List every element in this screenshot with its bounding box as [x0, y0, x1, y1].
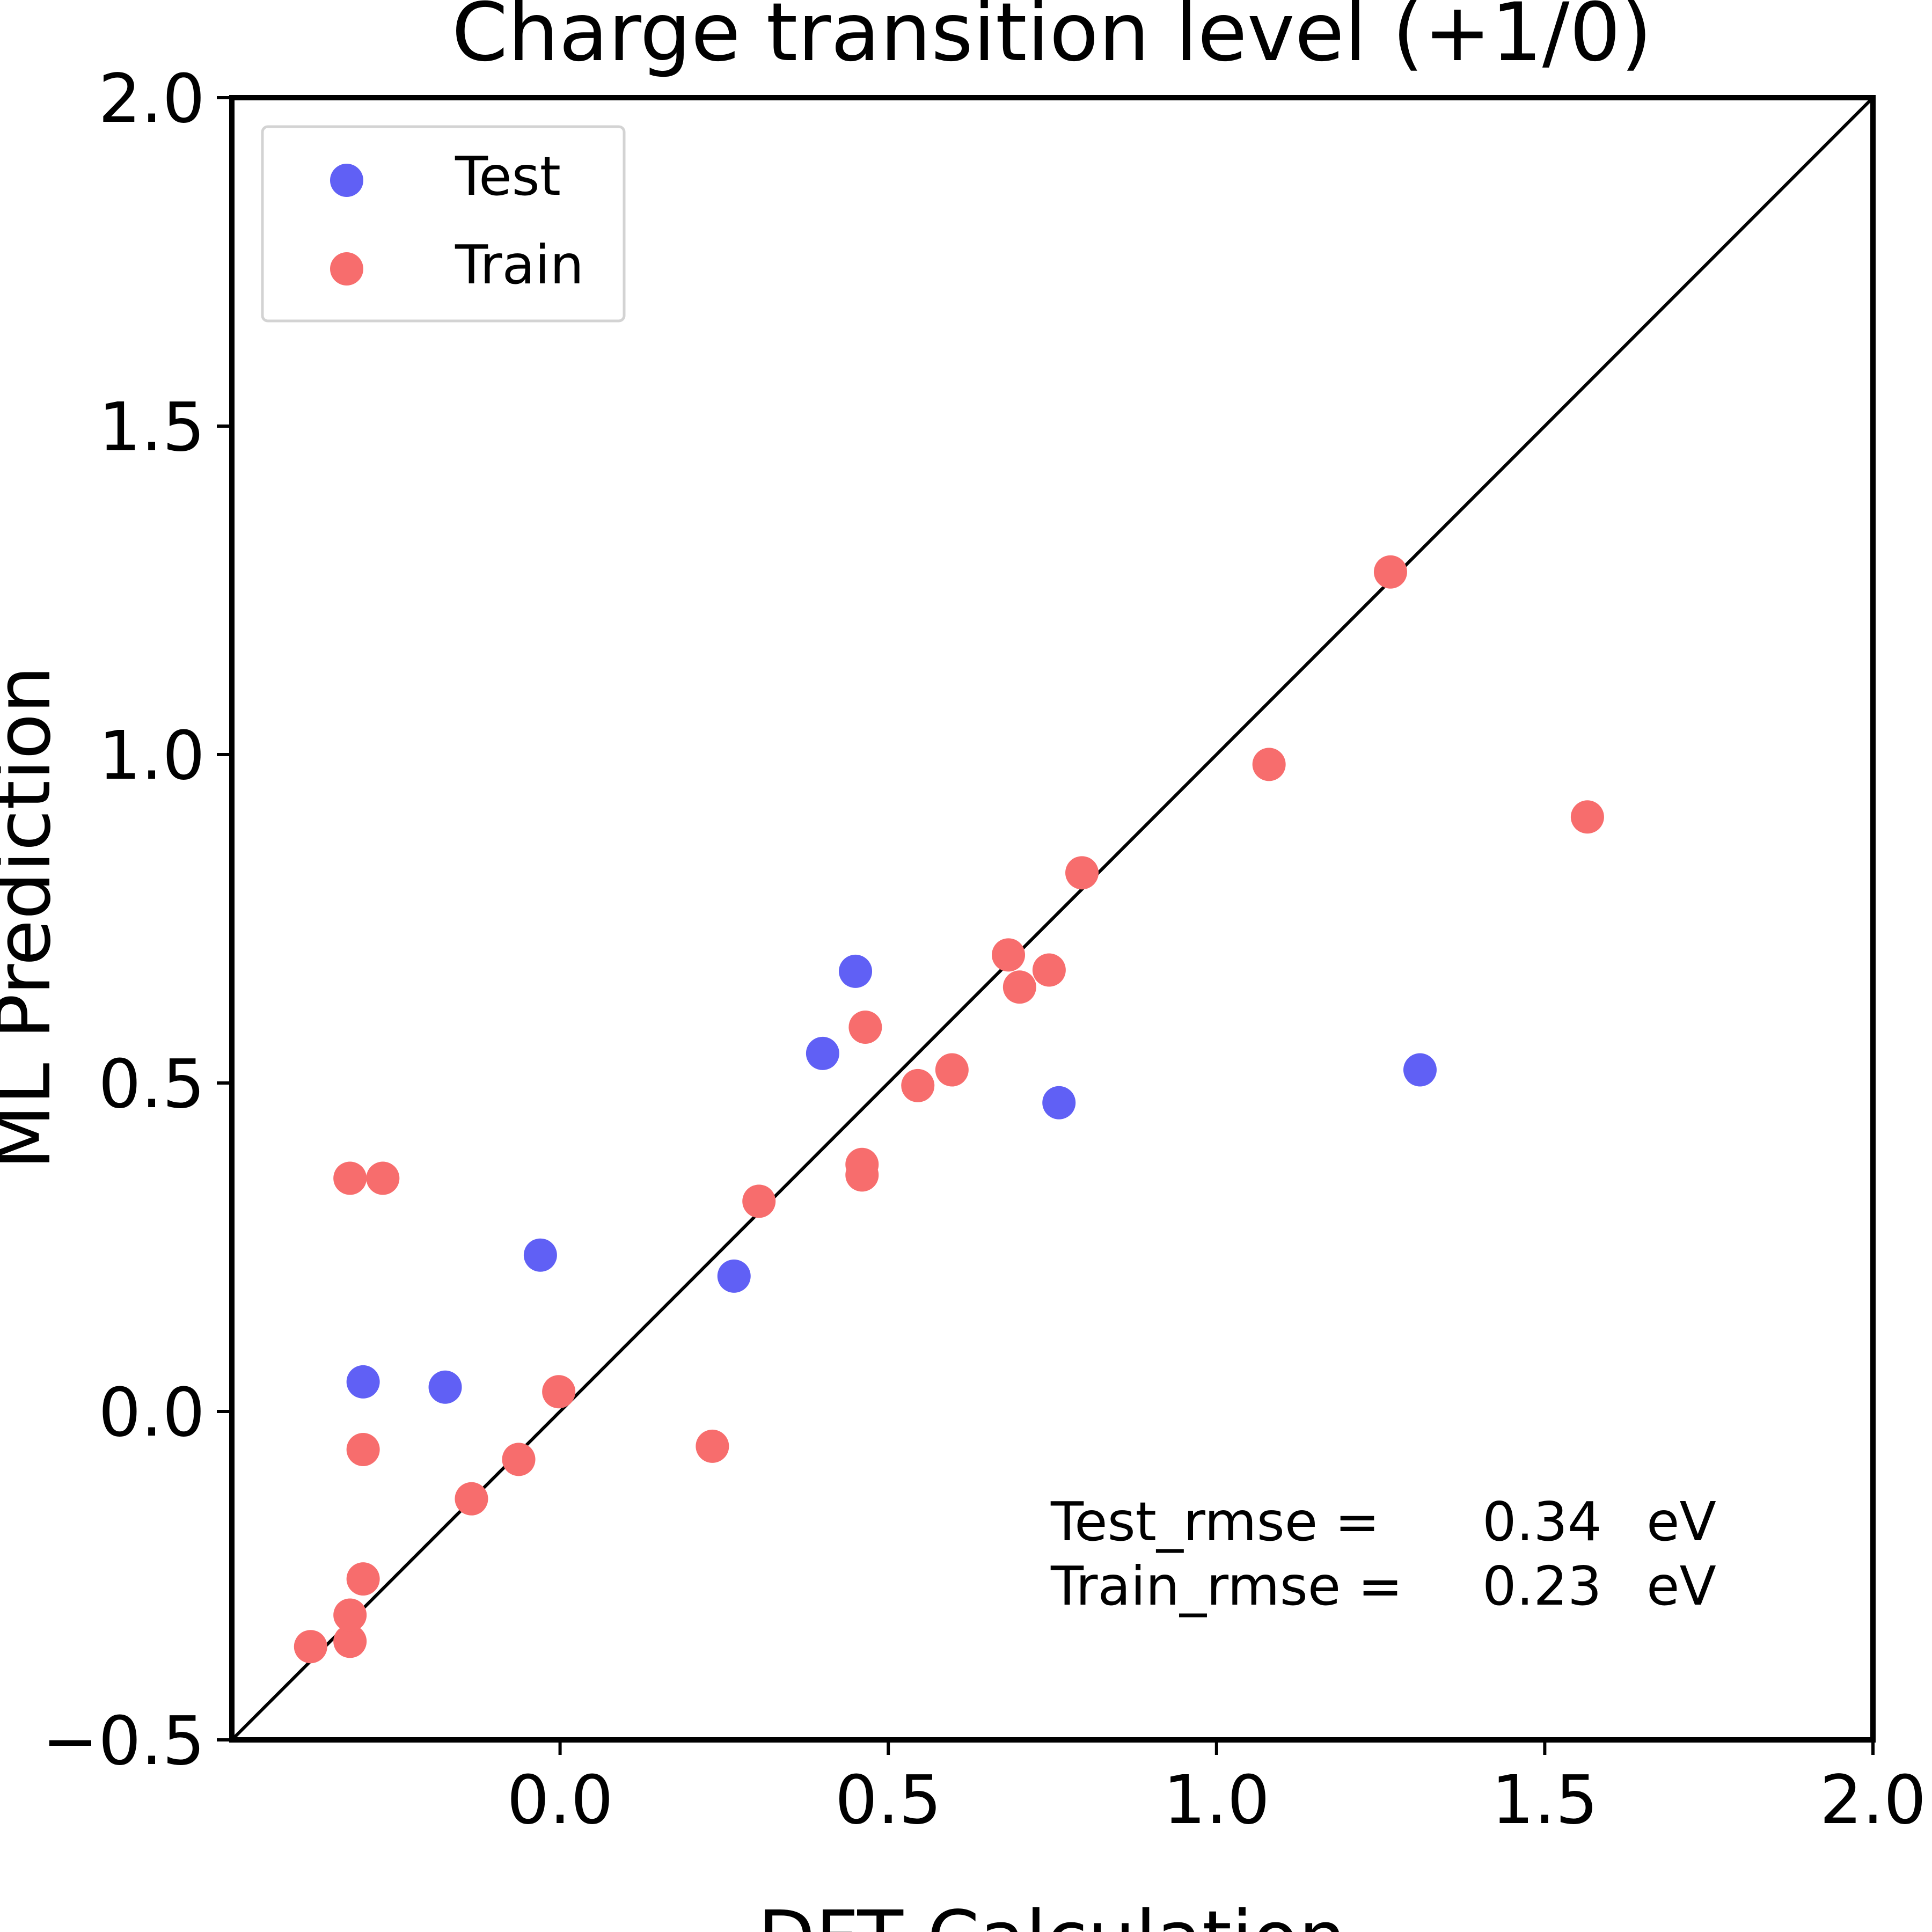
y-axis-label: ML Prediction [0, 666, 68, 1170]
test-point-2 [523, 1238, 557, 1272]
x-tick-label: 1.0 [1163, 1761, 1270, 1839]
legend-marker-test [330, 164, 363, 197]
plot-frame [229, 95, 1876, 1743]
y-tick-label: 2.0 [98, 60, 205, 138]
train-point-3 [346, 1562, 380, 1596]
train-point-2 [333, 1598, 367, 1632]
y-tick-label: −0.5 [42, 1702, 205, 1780]
legend: Test Train [261, 125, 626, 323]
x-axis: 0.0 0.5 1.0 1.5 2.0 [507, 1740, 1926, 1839]
x-axis-label: DFT Calculation [758, 1895, 1346, 1932]
train-point-11 [742, 1184, 776, 1218]
train-point-8 [502, 1443, 536, 1476]
train-point-19 [1032, 953, 1066, 987]
y-tick-label: 1.5 [98, 389, 205, 466]
train-point-21 [1252, 748, 1286, 781]
train-rmse-unit: eV [1646, 1555, 1716, 1618]
series-test [346, 954, 1437, 1404]
train-point-18 [1002, 970, 1036, 1004]
train-point-17 [992, 938, 1026, 972]
legend-label-train: Train [455, 233, 584, 296]
test-point-5 [839, 954, 873, 988]
test-point-7 [1403, 1053, 1437, 1087]
x-tick-label: 2.0 [1820, 1761, 1927, 1839]
plot-area [230, 96, 1875, 1741]
series-train [294, 555, 1604, 1664]
y-tick-label: 0.0 [98, 1374, 205, 1452]
train-point-1 [333, 1624, 367, 1658]
train-point-6 [366, 1161, 400, 1195]
test-rmse-unit: eV [1646, 1490, 1716, 1553]
test-rmse-label: Test_rmse = [1050, 1490, 1380, 1553]
y-tick-label: 0.5 [98, 1045, 205, 1123]
train-point-22 [1373, 555, 1407, 589]
train-point-13 [845, 1147, 879, 1181]
test-point-6 [1042, 1086, 1076, 1119]
train-point-4 [346, 1432, 380, 1466]
x-tick-label: 1.5 [1491, 1761, 1598, 1839]
test-point-1 [428, 1370, 462, 1404]
chart-title: Charge transition level (+1/0) [452, 0, 1652, 79]
train-point-15 [901, 1069, 935, 1102]
rmse-annotation: Test_rmse = 0.34 eV Train_rmse = 0.23 eV [1050, 1490, 1716, 1618]
test-point-4 [806, 1036, 839, 1070]
train-point-20 [1065, 856, 1099, 890]
x-tick-label: 0.0 [507, 1761, 613, 1839]
train-point-10 [696, 1429, 729, 1463]
x-tick-label: 0.5 [835, 1761, 942, 1839]
train-rmse-value: 0.23 [1482, 1555, 1602, 1618]
legend-label-test: Test [455, 145, 561, 208]
train-point-0 [294, 1630, 327, 1664]
test-point-0 [346, 1365, 380, 1399]
legend-marker-train [330, 252, 363, 286]
train-point-5 [333, 1161, 367, 1195]
test-rmse-value: 0.34 [1482, 1490, 1602, 1553]
train-point-14 [848, 1010, 882, 1044]
y-tick-label: 1.0 [98, 717, 205, 795]
train-point-7 [455, 1482, 488, 1516]
y-axis: −0.5 0.0 0.5 1.0 1.5 2.0 [42, 60, 232, 1780]
train-point-23 [1570, 800, 1604, 834]
test-point-3 [717, 1259, 751, 1293]
train-point-16 [935, 1053, 969, 1087]
train-point-9 [542, 1375, 576, 1409]
train-rmse-label: Train_rmse = [1050, 1555, 1403, 1618]
